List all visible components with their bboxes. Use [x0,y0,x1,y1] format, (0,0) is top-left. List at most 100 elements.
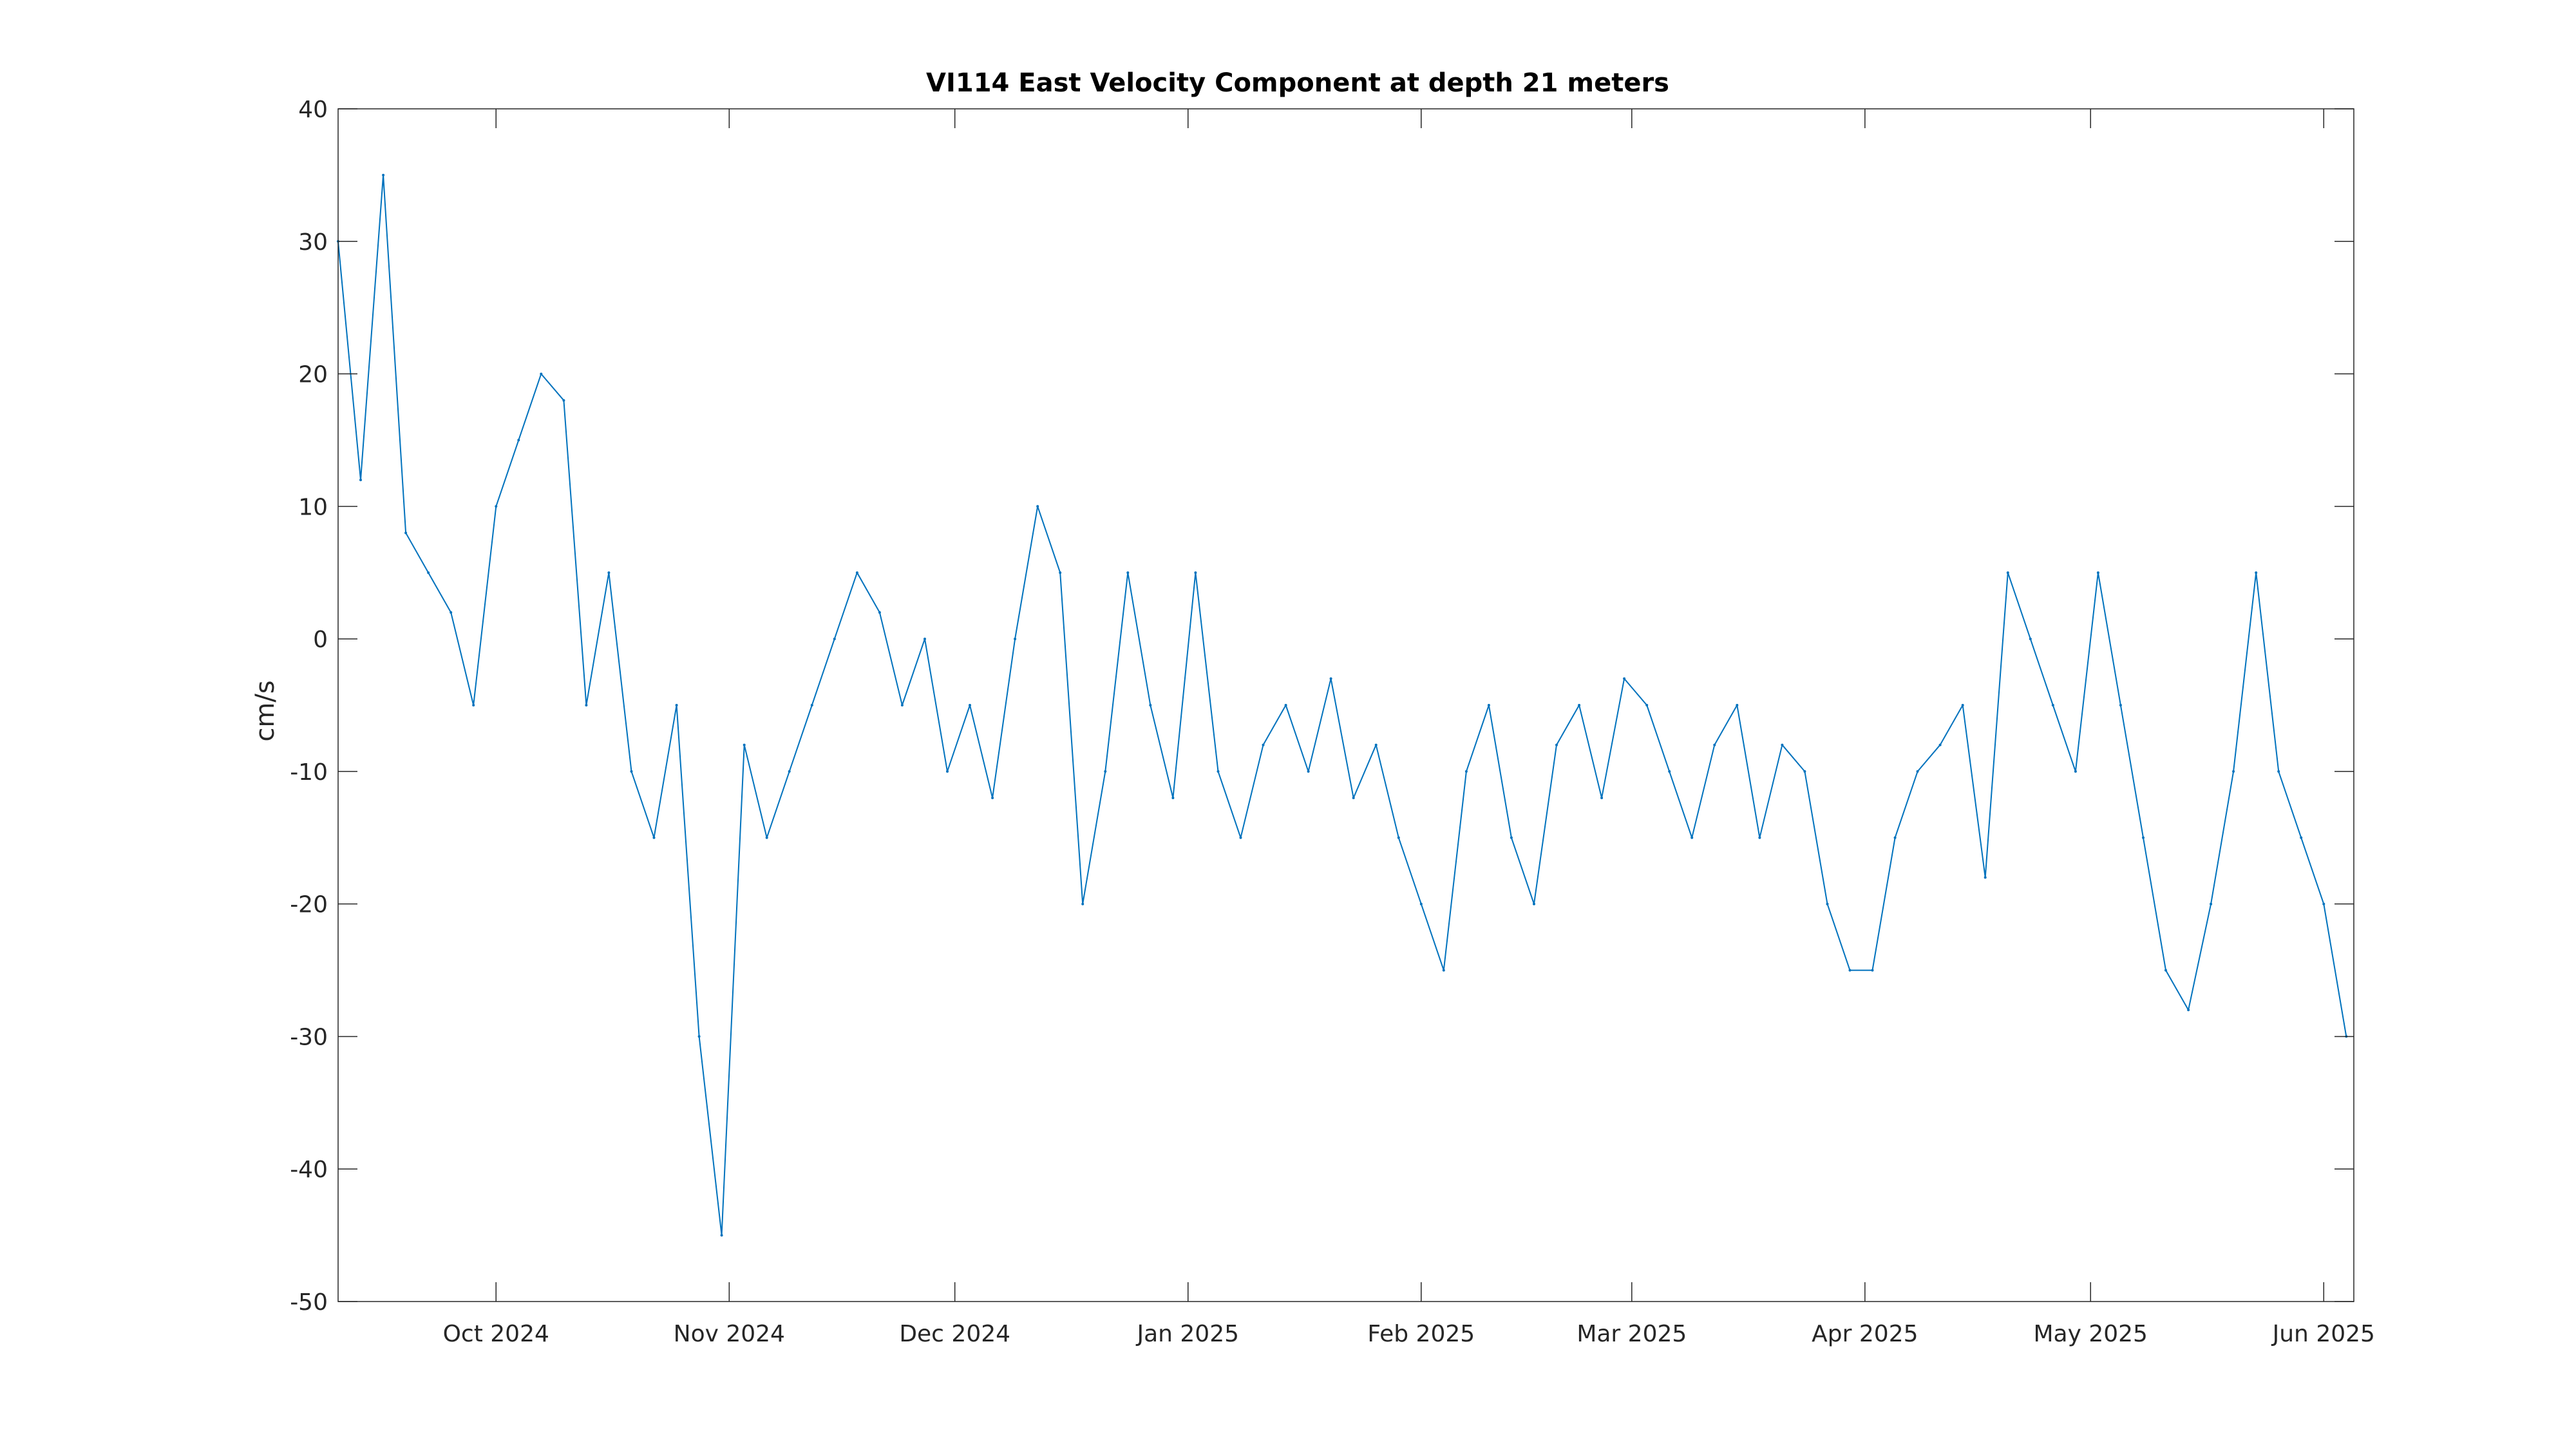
data-point [1916,770,1919,773]
data-point [2051,704,2054,706]
data-point [495,505,498,508]
data-point [2322,902,2325,905]
data-point [1893,836,1897,839]
data-point [1126,571,1130,574]
data-point [1081,902,1084,905]
data-point [2119,704,2122,706]
data-point [1826,902,1829,905]
data-point [1442,969,1445,972]
x-tick-label: Jan 2025 [1135,1321,1239,1347]
data-point [2142,836,2145,839]
data-point [1217,770,1220,773]
x-tick-label: Mar 2025 [1577,1321,1687,1347]
data-point [585,704,588,706]
x-tick-label: Apr 2025 [1812,1321,1918,1347]
data-point [2255,571,2258,574]
plot-area-border [337,108,2354,1302]
data-point [878,611,881,614]
data-point [1690,836,1694,839]
data-point [1781,743,1784,746]
data-point [607,571,611,574]
data-point [540,372,543,375]
data-point [1036,505,1039,508]
data-point [788,770,791,773]
data-point [2277,770,2280,773]
data-point [1059,571,1062,574]
data-point [1600,797,1604,799]
y-tick-label: 0 [313,627,328,653]
data-point [855,571,858,574]
data-point [810,704,813,706]
data-point [1149,704,1152,706]
data-point [1171,797,1175,799]
data-point [1014,638,1017,641]
data-point [1758,836,1761,839]
data-point [697,1035,701,1038]
data-point [2164,969,2167,972]
data-point [1374,743,1378,746]
data-point [1645,704,1649,706]
data-point [923,638,926,641]
data-point [1464,770,1468,773]
data-point [1848,969,1852,972]
data-point [946,770,949,773]
x-axis: Oct 2024 Nov 2024 Dec 2024 Jan 2025 Feb 2025… [443,109,2375,1347]
data-point [1329,677,1332,680]
data-point [2029,638,2032,641]
data-point [1668,770,1671,773]
data-point [900,704,904,706]
data-point [404,531,408,535]
data-point [1104,770,1107,773]
data-point [1623,677,1626,680]
data-point [2300,836,2303,839]
y-tick-label: 30 [298,229,328,256]
x-tick-label: Feb 2025 [1367,1321,1475,1347]
data-point [2187,1009,2190,1012]
data-point [1961,704,1964,706]
plot-series [337,173,2348,1237]
data-point [1984,876,1987,879]
data-point [1262,743,1265,746]
data-point [2096,571,2099,574]
y-tick-label: -20 [290,892,328,918]
y-tick-label: 40 [298,97,328,123]
y-axis-label: cm/s [251,680,280,741]
data-point [1533,902,1535,905]
data-point [1736,704,1739,706]
data-point [359,478,362,482]
x-tick-label: Oct 2024 [443,1321,549,1347]
x-tick-label: Dec 2024 [899,1321,1010,1347]
chart-title: VI114 East Velocity Component at depth 2… [926,68,1669,98]
data-point [1713,743,1716,746]
y-tick-label: 20 [298,362,328,388]
data-point [743,743,746,746]
data-point [517,439,520,442]
data-point [630,770,633,773]
series-line [337,174,2347,1236]
data-point [1871,969,1874,972]
data-point [1397,836,1400,839]
y-tick-label: -50 [290,1289,328,1316]
x-tick-label: May 2025 [2033,1321,2148,1347]
data-point [652,836,656,839]
data-point [2006,571,2009,574]
data-point [1194,571,1197,574]
data-point [1510,836,1513,839]
data-point [1578,704,1581,706]
data-point [382,173,385,176]
data-point [1803,770,1806,773]
y-axis: -50 -40 -30 -20 -10 0 10 20 30 40 [290,97,2354,1316]
y-tick-label: -40 [290,1157,328,1183]
data-point [675,704,678,706]
y-tick-label: -10 [290,759,328,786]
data-point [1487,704,1490,706]
data-point [1419,902,1423,905]
data-point [427,571,430,574]
data-point [720,1234,723,1237]
data-point [472,704,475,706]
data-point [1307,770,1310,773]
data-point [2210,902,2213,905]
x-tick-label: Jun 2025 [2271,1321,2375,1347]
x-tick-label: Nov 2024 [674,1321,785,1347]
